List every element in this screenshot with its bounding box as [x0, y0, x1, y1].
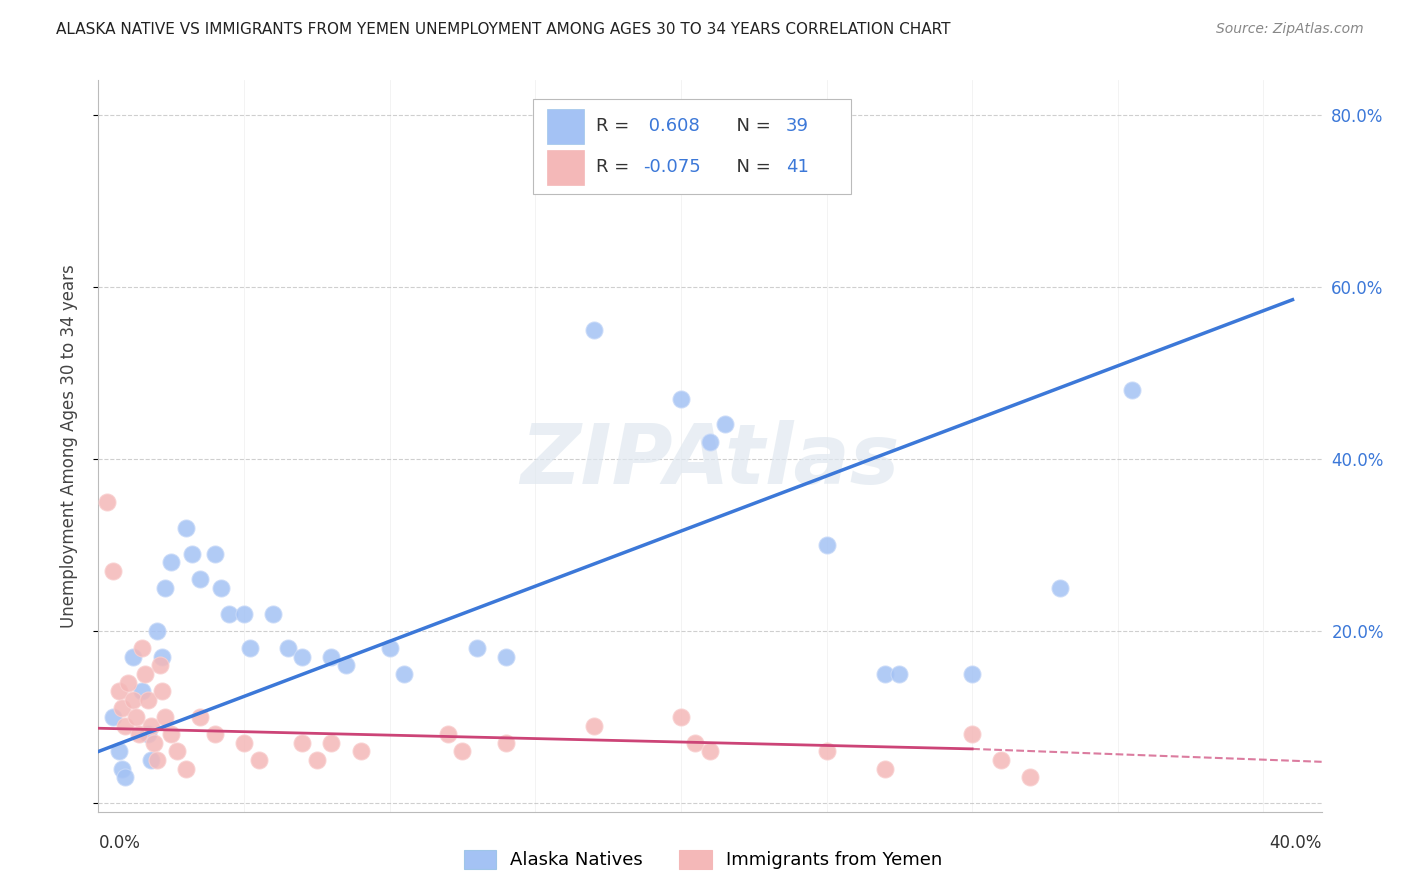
Point [277, 641, 299, 656]
Point [128, 727, 150, 741]
Point [125, 710, 148, 724]
Point [136, 727, 159, 741]
Point [1019, 770, 1042, 784]
Point [108, 684, 131, 698]
Point [815, 538, 838, 552]
Text: 0.608: 0.608 [643, 118, 700, 136]
Point [699, 434, 721, 449]
Text: ALASKA NATIVE VS IMMIGRANTS FROM YEMEN UNEMPLOYMENT AMONG AGES 30 TO 34 YEARS CO: ALASKA NATIVE VS IMMIGRANTS FROM YEMEN U… [56, 22, 950, 37]
Point [247, 753, 270, 767]
Point [155, 710, 177, 724]
Point [96, 495, 118, 509]
Point [1121, 383, 1143, 397]
Point [101, 564, 124, 578]
Point [465, 641, 488, 656]
Text: R =: R = [596, 158, 636, 177]
Point [174, 521, 197, 535]
Point [437, 727, 460, 741]
Point [209, 581, 232, 595]
Point [392, 667, 416, 681]
Point [960, 727, 983, 741]
Point [114, 719, 136, 733]
Point [378, 641, 401, 656]
Point [218, 607, 240, 621]
Point [142, 736, 165, 750]
Point [111, 701, 134, 715]
Point [669, 392, 692, 406]
Point [122, 693, 145, 707]
Point [134, 667, 156, 681]
Point [131, 684, 153, 698]
Point [291, 736, 314, 750]
Point [188, 710, 212, 724]
Point [451, 744, 474, 758]
Point [108, 744, 131, 758]
Text: -0.075: -0.075 [643, 158, 700, 177]
Point [188, 573, 212, 587]
Point [990, 753, 1012, 767]
Point [149, 658, 172, 673]
Point [305, 753, 328, 767]
Y-axis label: Unemployment Among Ages 30 to 34 years: Unemployment Among Ages 30 to 34 years [59, 264, 77, 628]
Point [145, 753, 167, 767]
Point [873, 762, 896, 776]
Point [160, 727, 183, 741]
Text: 0.0%: 0.0% [98, 834, 141, 852]
Text: 41: 41 [786, 158, 808, 177]
Text: R =: R = [596, 118, 636, 136]
Point [321, 736, 343, 750]
Text: N =: N = [724, 118, 776, 136]
FancyBboxPatch shape [547, 150, 583, 185]
FancyBboxPatch shape [547, 109, 583, 144]
Point [582, 719, 605, 733]
Text: 39: 39 [786, 118, 808, 136]
Point [815, 744, 838, 758]
Point [349, 744, 371, 758]
Point [495, 649, 517, 664]
Point [117, 675, 139, 690]
Point [114, 770, 136, 784]
Point [685, 736, 707, 750]
Point [174, 762, 197, 776]
Point [152, 684, 174, 698]
Point [166, 744, 188, 758]
Point [321, 649, 343, 664]
Point [152, 649, 174, 664]
Point [233, 607, 256, 621]
Point [291, 649, 314, 664]
Point [136, 693, 159, 707]
Point [495, 736, 517, 750]
Text: ZIPAtlas: ZIPAtlas [520, 420, 900, 501]
Point [582, 323, 605, 337]
Point [960, 667, 983, 681]
Point [111, 762, 134, 776]
Point [873, 667, 896, 681]
Legend: Alaska Natives, Immigrants from Yemen: Alaska Natives, Immigrants from Yemen [454, 841, 952, 879]
Point [699, 744, 721, 758]
Point [160, 555, 183, 569]
Point [101, 710, 124, 724]
Text: 40.0%: 40.0% [1270, 834, 1322, 852]
Point [155, 581, 177, 595]
Point [139, 719, 162, 733]
Point [669, 710, 692, 724]
Point [262, 607, 284, 621]
Point [335, 658, 357, 673]
Point [204, 727, 226, 741]
Point [1049, 581, 1071, 595]
Point [122, 649, 145, 664]
Point [204, 547, 226, 561]
Text: Source: ZipAtlas.com: Source: ZipAtlas.com [1216, 22, 1364, 37]
Point [145, 624, 167, 638]
Point [713, 417, 735, 432]
FancyBboxPatch shape [533, 99, 851, 194]
Point [233, 736, 256, 750]
Point [889, 667, 911, 681]
Point [239, 641, 262, 656]
Text: N =: N = [724, 158, 776, 177]
Point [131, 641, 153, 656]
Point [180, 547, 202, 561]
Point [139, 753, 162, 767]
